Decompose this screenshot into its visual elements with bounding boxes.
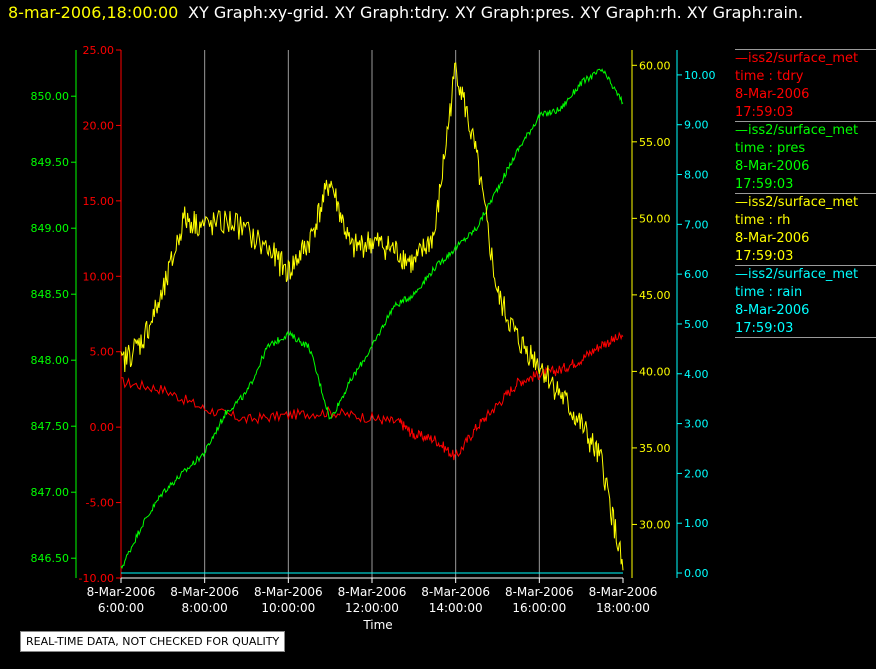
pres-tick-label: 847.50 — [31, 420, 70, 433]
legend-source: —iss2/surface_met — [735, 51, 859, 66]
legend-source: —iss2/surface_met — [735, 195, 859, 210]
series-line-tdry — [121, 331, 624, 461]
axes: -10.00 -5.00 0.00 5.00 10.00 15.00 20.00 25.00 8… — [31, 44, 716, 585]
x-tick-label-date: 8-Mar-2006 — [170, 585, 239, 599]
pres-tick-label: 849.00 — [31, 222, 70, 235]
header-timestamp: 8-mar-2006,18:00:00 — [8, 3, 179, 22]
legend-time: 17:59:03 — [735, 177, 794, 192]
rh-tick-label: 40.00 — [639, 365, 671, 378]
x-tick-label-date: 8-Mar-2006 — [87, 585, 156, 599]
rain-tick-label: 8.00 — [684, 169, 709, 182]
grid-lines — [204, 50, 540, 578]
tdry-tick-label: 15.00 — [83, 195, 115, 208]
series-line-pres — [120, 68, 624, 570]
legend-label: time : tdry — [735, 69, 804, 84]
series-lines — [120, 62, 624, 574]
x-tick-label-time: 6:00:00 — [98, 601, 144, 615]
tdry-tick-label: 10.00 — [83, 270, 115, 283]
tdry-tick-label: 5.00 — [90, 346, 115, 359]
x-tick-label-date: 8-Mar-2006 — [421, 585, 490, 599]
tdry-tick-label: -10.00 — [79, 572, 114, 585]
pres-tick-label: 849.50 — [31, 156, 70, 169]
rh-tick-label: 55.00 — [639, 136, 671, 149]
legend: —iss2/surface_met time : tdry 8-Mar-2006 17… — [735, 49, 876, 338]
tdry-tick-label: 25.00 — [83, 44, 115, 57]
x-tick-label-time: 16:00:00 — [512, 601, 566, 615]
rh-tick-label: 60.00 — [639, 59, 671, 72]
pres-tick-label: 847.00 — [31, 486, 70, 499]
x-tick-label-time: 12:00:00 — [345, 601, 399, 615]
x-tick-label-time: 18:00:00 — [596, 601, 650, 615]
rain-tick-label: 7.00 — [684, 218, 709, 231]
tdry-tick-label: 0.00 — [90, 421, 115, 434]
legend-date: 8-Mar-2006 — [735, 87, 810, 102]
rain-tick-label: 9.00 — [684, 119, 709, 132]
x-tick-label-date: 8-Mar-2006 — [254, 585, 323, 599]
x-tick-label-date: 8-Mar-2006 — [589, 585, 658, 599]
legend-time: 17:59:03 — [735, 321, 794, 336]
rain-tick-label: 5.00 — [684, 318, 709, 331]
legend-date: 8-Mar-2006 — [735, 159, 810, 174]
rain-tick-label: 2.00 — [684, 467, 709, 480]
x-tick-label-date: 8-Mar-2006 — [338, 585, 407, 599]
rain-tick-label: 6.00 — [684, 268, 709, 281]
legend-date: 8-Mar-2006 — [735, 231, 810, 246]
legend-time: 17:59:03 — [735, 249, 794, 264]
header-bar: 8-mar-2006,18:00:00 XY Graph:xy-grid. XY… — [0, 0, 876, 26]
legend-date: 8-Mar-2006 — [735, 303, 810, 318]
x-axis: 8-Mar-2006 6:00:00 8-Mar-2006 8:00:00 8-Mar-… — [87, 577, 658, 615]
legend-source: —iss2/surface_met — [735, 123, 859, 138]
pres-tick-label: 846.50 — [31, 552, 70, 565]
header-title: XY Graph:xy-grid. XY Graph:tdry. XY Grap… — [188, 3, 804, 22]
pres-tick-label: 848.50 — [31, 288, 70, 301]
legend-label: time : pres — [735, 141, 806, 156]
pres-tick-label: 848.00 — [31, 354, 70, 367]
pres-tick-label: 850.00 — [31, 90, 70, 103]
rh-tick-label: 45.00 — [639, 289, 671, 302]
legend-label: time : rain — [735, 285, 803, 300]
x-tick-label-time: 8:00:00 — [182, 601, 228, 615]
x-tick-label-time: 10:00:00 — [261, 601, 315, 615]
legend-divider — [735, 337, 876, 338]
rh-tick-label: 30.00 — [639, 518, 671, 531]
rain-tick-label: 0.00 — [684, 567, 709, 580]
x-tick-label-date: 8-Mar-2006 — [505, 585, 574, 599]
rain-tick-label: 10.00 — [684, 69, 716, 82]
rh-tick-label: 50.00 — [639, 212, 671, 225]
x-axis-label: Time — [362, 618, 392, 632]
rain-tick-label: 3.00 — [684, 418, 709, 431]
rain-tick-label: 1.00 — [684, 517, 709, 530]
legend-time: 17:59:03 — [735, 105, 794, 120]
rh-tick-label: 35.00 — [639, 442, 671, 455]
rain-tick-label: 4.00 — [684, 368, 709, 381]
tdry-tick-label: -5.00 — [86, 497, 114, 510]
quality-disclaimer: REAL-TIME DATA, NOT CHECKED FOR QUALITY — [20, 631, 286, 652]
legend-source: —iss2/surface_met — [735, 267, 859, 282]
legend-label: time : rh — [735, 213, 791, 228]
tdry-tick-label: 20.00 — [83, 119, 115, 132]
x-tick-label-time: 14:00:00 — [429, 601, 483, 615]
series-line-rh — [120, 62, 624, 571]
